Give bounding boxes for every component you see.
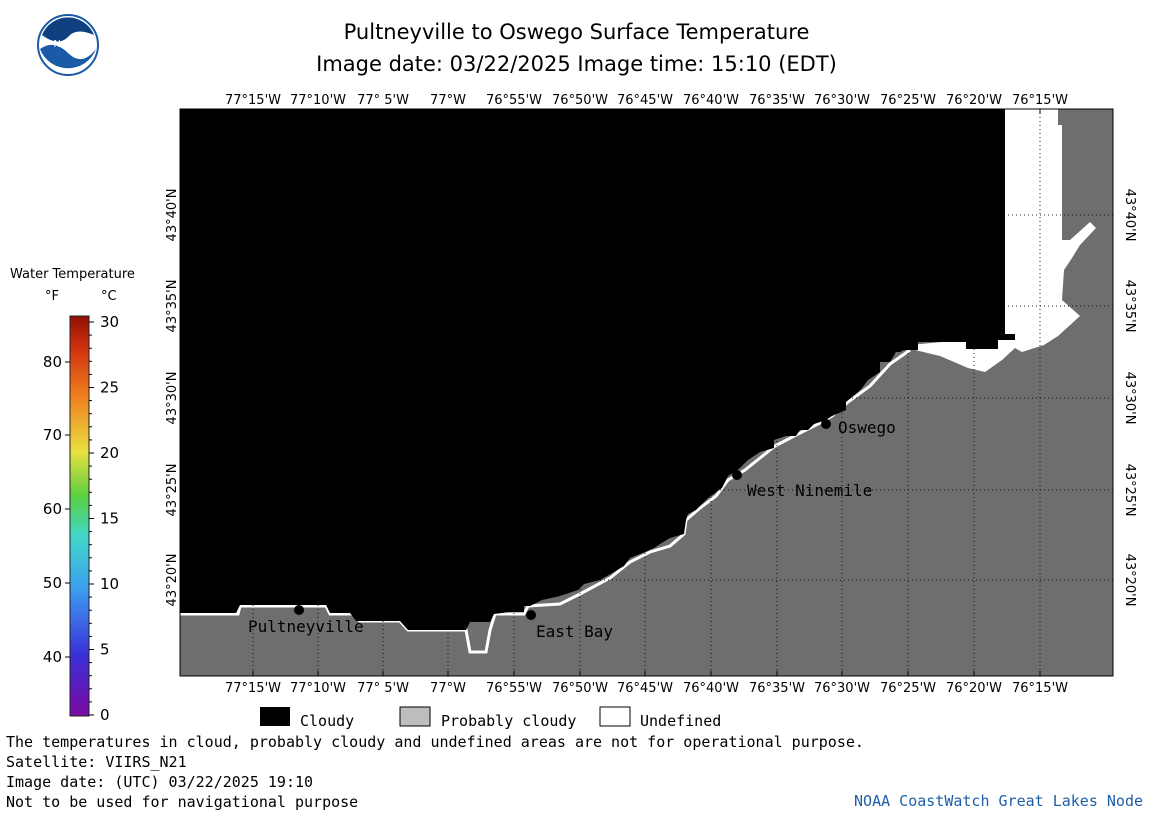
lon-label-bottom: 77°15'W <box>225 681 281 696</box>
lon-label-top: 77°W <box>430 93 466 108</box>
legend-probably-cloudy-swatch <box>399 706 431 727</box>
lon-label-bottom: 76°55'W <box>486 681 542 696</box>
noaa-logo: NOAA <box>37 14 99 76</box>
lon-label-bottom: 76°35'W <box>749 681 805 696</box>
lon-label-top: 76°15'W <box>1012 93 1068 108</box>
footer-satellite: Satellite: VIIRS_N21 <box>6 753 187 771</box>
pultneyville-marker <box>294 605 304 615</box>
lat-label-right: 43°40'N <box>1122 189 1137 242</box>
f-tick-label: 70 <box>43 426 62 444</box>
lon-label-top: 77°10'W <box>290 93 346 108</box>
c-tick-label: 25 <box>100 379 119 397</box>
legend-cloudy-swatch <box>260 707 290 726</box>
lon-label-top: 76°35'W <box>749 93 805 108</box>
place-pultneyville: Pultneyville <box>248 617 364 636</box>
graticule <box>180 109 1113 676</box>
latitude-labels-right: 43°40'N 43°35'N 43°30'N 43°25'N 43°20'N <box>1122 189 1137 607</box>
colorbar-title: Water Temperature <box>10 267 135 282</box>
lat-label-right: 43°30'N <box>1122 372 1137 425</box>
lon-label-bottom: 77°W <box>430 681 466 696</box>
c-tick-label: 30 <box>100 313 119 331</box>
legend-undefined: Undefined <box>640 712 721 730</box>
lon-label-top: 76°50'W <box>552 93 608 108</box>
lon-label-bottom: 77°10'W <box>290 681 346 696</box>
lon-label-bottom: 77° 5'W <box>357 681 409 696</box>
f-tick-label: 60 <box>43 500 62 518</box>
lon-label-top: 77° 5'W <box>357 93 409 108</box>
legend-cloudy: Cloudy <box>300 712 354 730</box>
longitude-labels-top: 77°15'W 77°10'W 77° 5'W 77°W 76°55'W 76°50'W 7… <box>225 93 1068 114</box>
latitude-labels-left: 43°40'N 43°35'N 43°30'N 43°25'N 43°20'N <box>165 189 180 607</box>
lon-label-bottom: 76°20'W <box>946 681 1002 696</box>
c-tick-label: 20 <box>100 444 119 462</box>
lon-label-top: 76°20'W <box>946 93 1002 108</box>
c-tick-label: 15 <box>100 510 119 528</box>
lon-label-top: 76°30'W <box>814 93 870 108</box>
lon-label-bottom: 76°30'W <box>814 681 870 696</box>
longitude-labels-bottom: 77°15'W 77°10'W 77° 5'W 77°W 76°55'W 76°50'W 7… <box>225 671 1068 696</box>
lon-label-top: 77°15'W <box>225 93 281 108</box>
footer-utc-date: Image date: (UTC) 03/22/2025 19:10 <box>6 773 314 791</box>
logo-text: NOAA <box>53 39 82 50</box>
lat-label-left: 43°20'N <box>165 554 180 607</box>
place-east-bay: East Bay <box>536 622 613 641</box>
c-tick-label: 5 <box>100 641 110 659</box>
image-date-time: Image date: 03/22/2025 Image time: 15:10… <box>316 52 837 76</box>
colorbar <box>69 315 90 717</box>
unit-c-label: °C <box>101 289 117 304</box>
undefined-region <box>910 109 1096 372</box>
legend-undefined-swatch <box>599 706 631 727</box>
unit-f-label: °F <box>45 289 59 304</box>
f-tick-label: 40 <box>43 648 62 666</box>
east-bay-marker <box>526 610 536 620</box>
footer-credit: NOAA CoastWatch Great Lakes Node <box>854 792 1143 810</box>
lat-label-left: 43°30'N <box>165 372 180 425</box>
lat-label-left: 43°35'N <box>165 280 180 333</box>
page-title: Pultneyville to Oswego Surface Temperatu… <box>343 20 810 44</box>
lon-label-bottom: 76°45'W <box>617 681 673 696</box>
lat-label-left: 43°25'N <box>165 464 180 517</box>
footer-navigation-note: Not to be used for navigational purpose <box>6 793 359 811</box>
lon-label-top: 76°55'W <box>486 93 542 108</box>
c-tick-label: 0 <box>100 706 110 724</box>
lat-label-left: 43°40'N <box>165 189 180 242</box>
cloudy-region <box>180 109 1015 630</box>
lon-label-top: 76°25'W <box>880 93 936 108</box>
lat-label-right: 43°20'N <box>1122 554 1137 607</box>
place-oswego: Oswego <box>838 418 896 437</box>
footer-disclaimer: The temperatures in cloud, probably clou… <box>6 733 864 751</box>
lon-label-bottom: 76°15'W <box>1012 681 1068 696</box>
f-tick-label: 80 <box>43 353 62 371</box>
lat-label-right: 43°35'N <box>1122 280 1137 333</box>
lat-label-right: 43°25'N <box>1122 464 1137 517</box>
legend-probably-cloudy: Probably cloudy <box>441 712 576 730</box>
oswego-marker <box>821 419 831 429</box>
c-tick-label: 10 <box>100 575 119 593</box>
west-ninemile-marker <box>732 470 742 480</box>
lon-label-bottom: 76°40'W <box>683 681 739 696</box>
lon-label-top: 76°40'W <box>683 93 739 108</box>
f-tick-label: 50 <box>43 574 62 592</box>
lon-label-top: 76°45'W <box>617 93 673 108</box>
lon-label-bottom: 76°50'W <box>552 681 608 696</box>
place-west-ninemile: West Ninemile <box>747 481 872 500</box>
map-frame <box>179 108 1114 677</box>
lon-label-bottom: 76°25'W <box>880 681 936 696</box>
